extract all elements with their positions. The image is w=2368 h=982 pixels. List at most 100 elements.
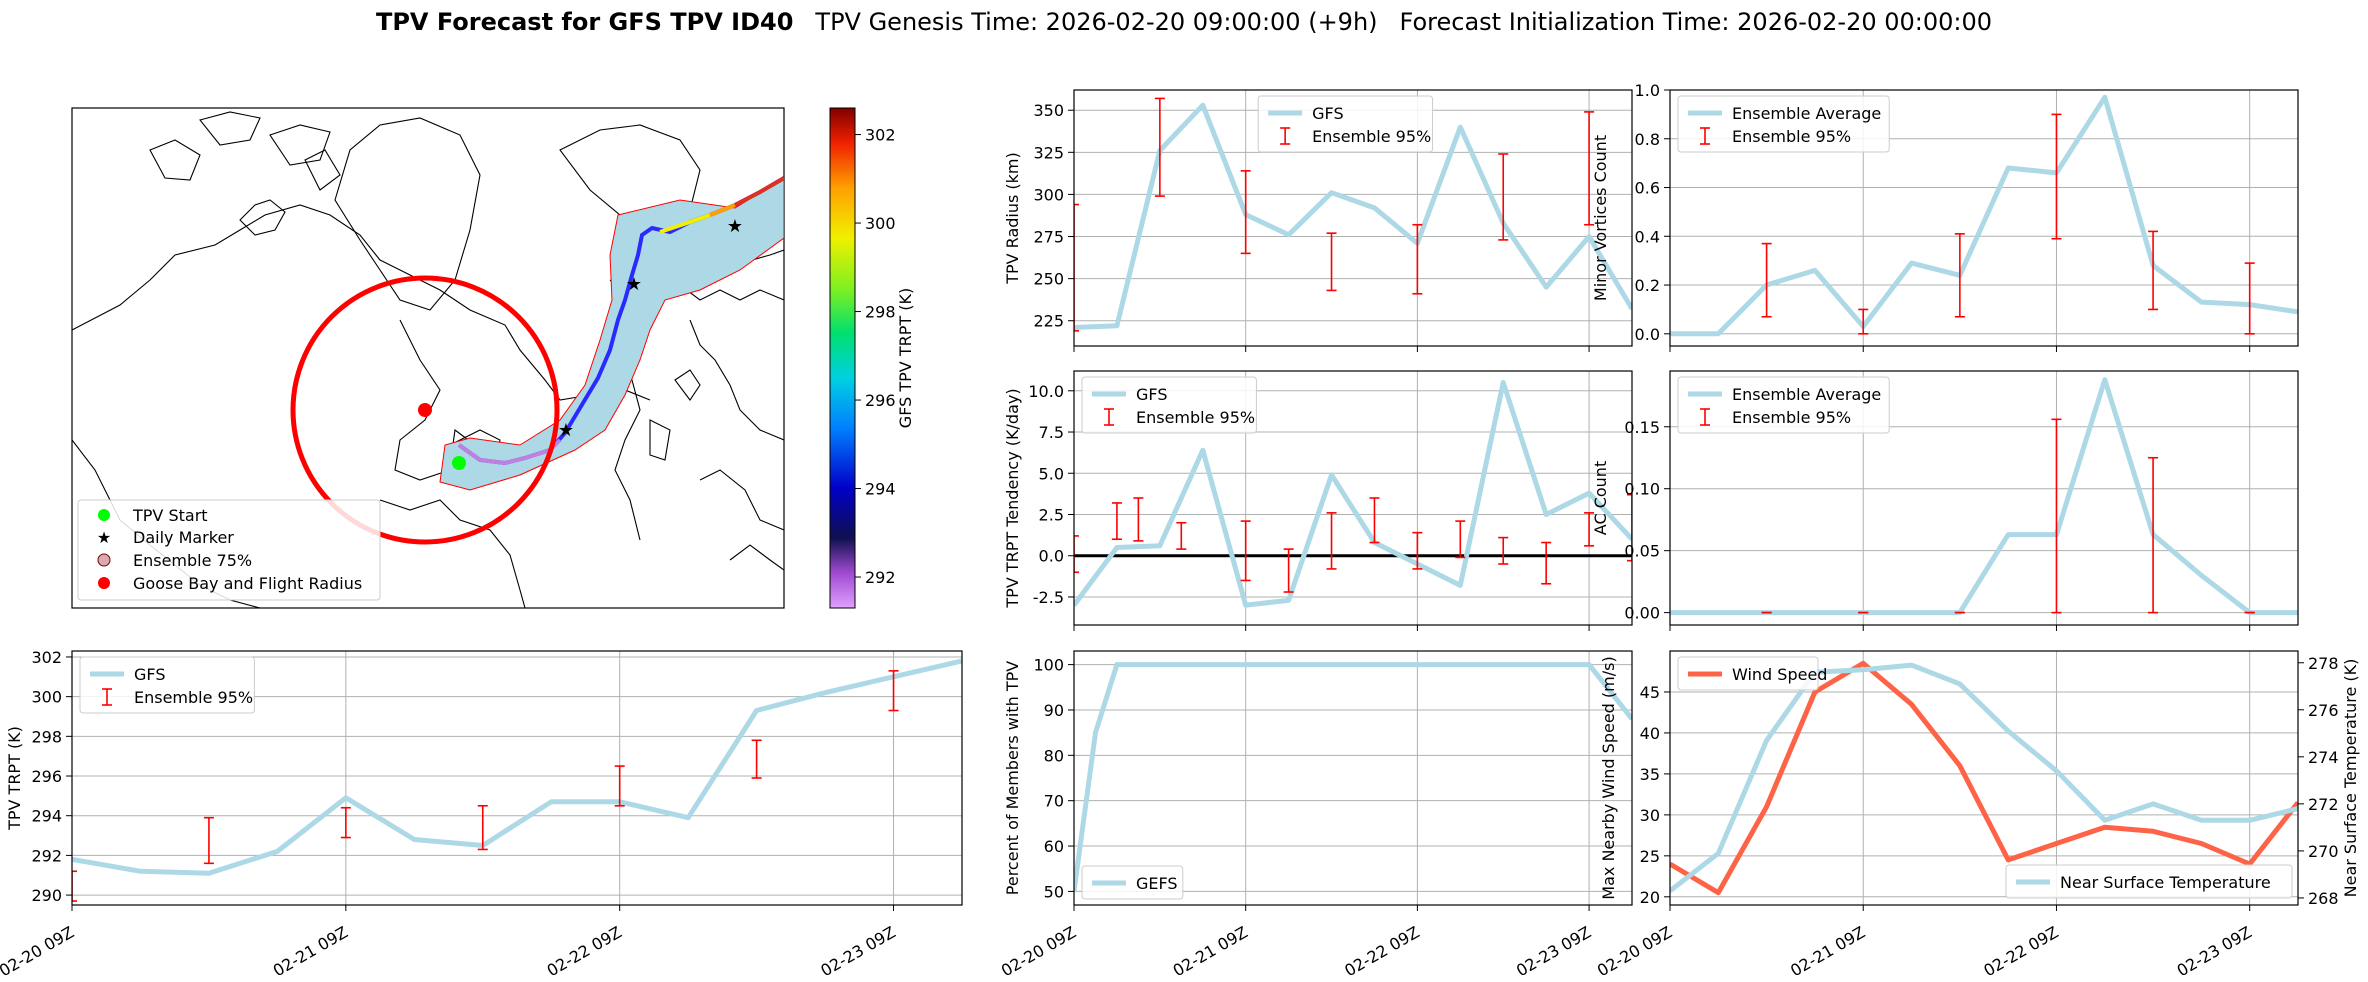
series-line-ensemble-average (1670, 94, 2298, 337)
y-tick-label: 0.2 (1635, 276, 1660, 295)
legend-box (1677, 376, 1890, 434)
y-tick-label: 290 (31, 886, 62, 905)
tpv-track-hot (734, 176, 784, 207)
y-right-tick-label: 268 (2308, 889, 2339, 908)
y-tick-label: 50 (1044, 882, 1064, 901)
y-axis-label: Percent of Members with TPV (1003, 661, 1022, 895)
error-bar (1541, 541, 1552, 585)
series-line-gfs (72, 658, 962, 876)
error-bar (1283, 548, 1294, 593)
legend-box (1677, 656, 1819, 691)
y-tick-label: 10.0 (1028, 382, 1064, 401)
daily-marker-2: ★ (626, 274, 642, 295)
colorbar-tick-label: 294 (865, 480, 896, 499)
daily-marker-3: ★ (727, 216, 743, 237)
plot-area (1074, 662, 1632, 892)
legend: Near Surface Temperature (2005, 864, 2293, 899)
error-bar (1240, 520, 1251, 582)
legend-errorbar-icon (1700, 127, 1710, 145)
legend-label: Near Surface Temperature (2060, 873, 2271, 892)
legend-errorbar-icon (1280, 127, 1291, 145)
title-bold: TPV Forecast for GFS TPV ID40 (376, 8, 793, 36)
x-tick-label: 02-21 09Z (1170, 922, 1251, 980)
y-tick-label: 250 (1033, 270, 1064, 289)
y-tick-label: 70 (1044, 792, 1064, 811)
y-tick-label: 1.0 (1635, 81, 1660, 100)
y-tick-label: 298 (31, 727, 62, 746)
legend-errorbar-icon (102, 688, 112, 706)
tpv-track-warm (659, 213, 711, 234)
error-bar (1412, 531, 1423, 570)
error-bar (1761, 242, 1772, 318)
y-tick-label: 80 (1044, 746, 1064, 765)
y-right-tick-label: 274 (2308, 748, 2339, 767)
legend: GFS Ensemble 95% (79, 656, 255, 714)
axes-frame (71, 650, 963, 906)
chart-wind_temp: 02-20 09Z 02-21 09Z 02-22 09Z 02-23 09Z 20 25… (1594, 650, 2360, 980)
y-tick-label: 294 (31, 807, 62, 826)
error-bar (1326, 232, 1337, 292)
chart-minor: 0.0 0.2 0.4 0.6 0.8 1.0 Minor Vortices Count En… (1591, 81, 2299, 352)
y-tick-label: 0.05 (1624, 542, 1660, 561)
error-bar (72, 870, 77, 902)
legend: GFS Ensemble 95% (1257, 95, 1434, 153)
chart-trpt: 02-20 09Z 02-21 09Z 02-22 09Z 02-23 09Z 290 2… (0, 648, 963, 980)
y-tick-label: 292 (31, 846, 62, 865)
y-axis-label: Minor Vortices Count (1591, 135, 1610, 301)
legend-ens-label: Ensemble 75% (133, 551, 252, 570)
colorbar-tick-label: 298 (865, 303, 896, 322)
y-tick-label: 0.8 (1635, 130, 1660, 149)
legend-ens-icon (97, 553, 111, 567)
legend-label: Wind Speed (1732, 665, 1827, 684)
map-legend-box (77, 499, 381, 601)
y-right-tick-label: 276 (2308, 701, 2339, 720)
legend-start-icon (98, 509, 110, 521)
x-tick-label: 02-22 09Z (544, 922, 625, 980)
legend-errorbar-icon (1104, 408, 1114, 426)
error-bar (1074, 203, 1079, 332)
y-tick-label: 60 (1044, 837, 1064, 856)
axes-frame (1669, 89, 2299, 347)
axes-frame (1073, 370, 1633, 626)
y-tick-label: 0.00 (1624, 604, 1660, 623)
error-bar (1858, 308, 1869, 335)
y-tick-label: 40 (1640, 724, 1660, 743)
chart-tendency: -2.5 0.0 2.5 5.0 7.5 10.0 TPV TRPT Tendency (K… (1003, 370, 1633, 631)
y-tick-label: -2.5 (1033, 588, 1064, 607)
chart-radius: 225 250 275 300 325 350 TPV Radius (km) GFS Ense… (1003, 89, 1633, 352)
error-bar (1584, 111, 1595, 226)
legend-start-label: TPV Start (132, 506, 208, 525)
map-content: ★ ★ ★ (72, 111, 784, 608)
y-tick-label: 0.0 (1635, 325, 1660, 344)
error-bar (2148, 230, 2159, 311)
error-bar (888, 670, 899, 712)
legend-box (79, 656, 255, 714)
error-bar (1584, 512, 1595, 547)
error-bar (614, 765, 625, 807)
error-bar (203, 816, 214, 865)
series-line-wind-speed (1670, 660, 2298, 896)
legend: GEFS (1081, 865, 1184, 900)
legend-errorbar-icon (1700, 408, 1710, 426)
error-bar (340, 806, 351, 839)
y-tick-label: 300 (31, 688, 62, 707)
y-tick-label: 300 (1033, 185, 1064, 204)
y-tick-label: 0.4 (1635, 227, 1660, 246)
y-right-axis-label: Near Surface Temperature (K) (2341, 659, 2360, 898)
legend: Ensemble Average Ensemble 95% (1677, 376, 1890, 434)
axes-frame (1073, 89, 1633, 347)
y-axis-label: TPV TRPT (K) (5, 726, 24, 831)
y-tick-label: 350 (1033, 101, 1064, 120)
legend-daily-icon: ★ (97, 528, 111, 547)
error-bar (1154, 97, 1165, 197)
y-tick-label: 45 (1640, 683, 1660, 702)
y-axis-label: TPV TRPT Tendency (K/day) (1003, 388, 1022, 608)
x-tick-label: 02-23 09Z (2174, 922, 2255, 980)
y-tick-label: 302 (31, 648, 62, 667)
legend-label: GFS (1136, 385, 1167, 404)
x-tick-label: 02-20 09Z (998, 922, 1079, 980)
legend-label: GFS (134, 665, 165, 684)
legend-box (1081, 376, 1257, 434)
error-bar (1240, 170, 1251, 255)
